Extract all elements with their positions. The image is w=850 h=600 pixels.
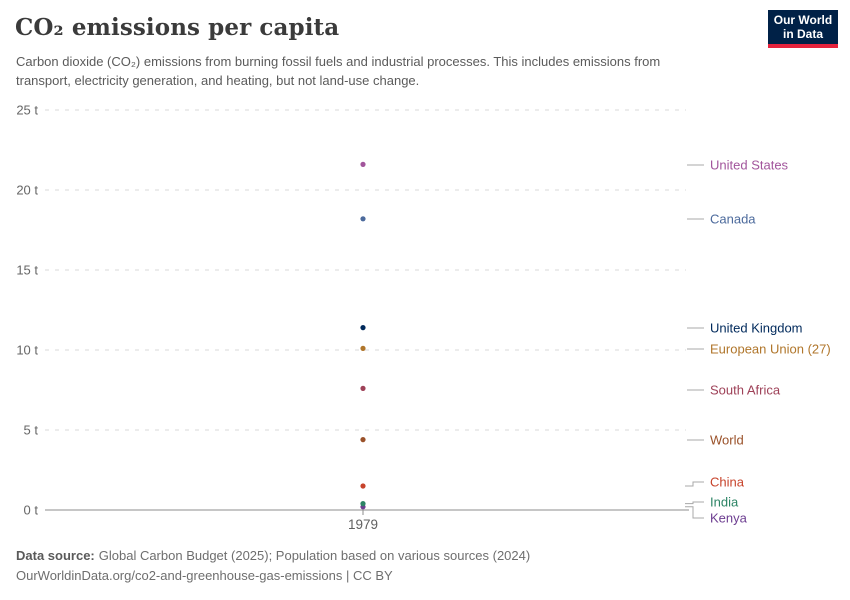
data-source-label: Data source: xyxy=(16,548,95,563)
chart-title: CO₂ emissions per capita xyxy=(15,14,340,41)
leader-line xyxy=(685,501,704,505)
chart-subtitle: Carbon dioxide (CO₂) emissions from burn… xyxy=(16,54,661,88)
entity-label[interactable]: United Kingdom xyxy=(710,321,803,336)
data-point[interactable] xyxy=(360,437,366,443)
owid-logo-line1: Our World xyxy=(773,13,833,27)
owid-logo-line2: in Data xyxy=(782,27,823,41)
data-source-line: Data source: Global Carbon Budget (2025);… xyxy=(16,546,530,566)
license-line: OurWorldinData.org/co2-and-greenhouse-ga… xyxy=(16,568,393,583)
y-axis-tick-label: 5 t xyxy=(24,423,39,438)
data-point[interactable] xyxy=(360,325,366,331)
y-axis-tick-label: 20 t xyxy=(16,183,38,198)
entity-label[interactable]: Canada xyxy=(710,212,756,227)
data-point[interactable] xyxy=(360,216,366,222)
entity-label[interactable]: India xyxy=(710,495,739,510)
chart-footer: Data source: Global Carbon Budget (2025);… xyxy=(16,546,530,586)
y-axis-tick-label: 0 t xyxy=(24,503,39,518)
entity-label[interactable]: South Africa xyxy=(710,383,781,398)
data-point[interactable] xyxy=(360,385,366,391)
leader-line xyxy=(685,481,704,487)
y-axis-tick-label: 10 t xyxy=(16,343,38,358)
entity-label[interactable]: China xyxy=(710,475,745,490)
data-point[interactable] xyxy=(360,161,366,167)
entity-label[interactable]: European Union (27) xyxy=(710,342,831,357)
data-point[interactable] xyxy=(360,483,366,489)
y-axis-tick-label: 15 t xyxy=(16,263,38,278)
y-axis-tick-label: 25 t xyxy=(16,103,38,118)
entity-label[interactable]: Kenya xyxy=(710,511,748,526)
x-axis-tick-label: 1979 xyxy=(348,517,378,532)
owid-logo[interactable]: Our World in Data xyxy=(768,10,838,48)
data-point[interactable] xyxy=(360,345,366,351)
entity-label[interactable]: World xyxy=(710,433,744,448)
data-point[interactable] xyxy=(360,501,366,507)
data-source-text: Global Carbon Budget (2025); Population … xyxy=(98,548,531,563)
entity-label[interactable]: United States xyxy=(710,158,789,173)
leader-line xyxy=(685,506,704,519)
